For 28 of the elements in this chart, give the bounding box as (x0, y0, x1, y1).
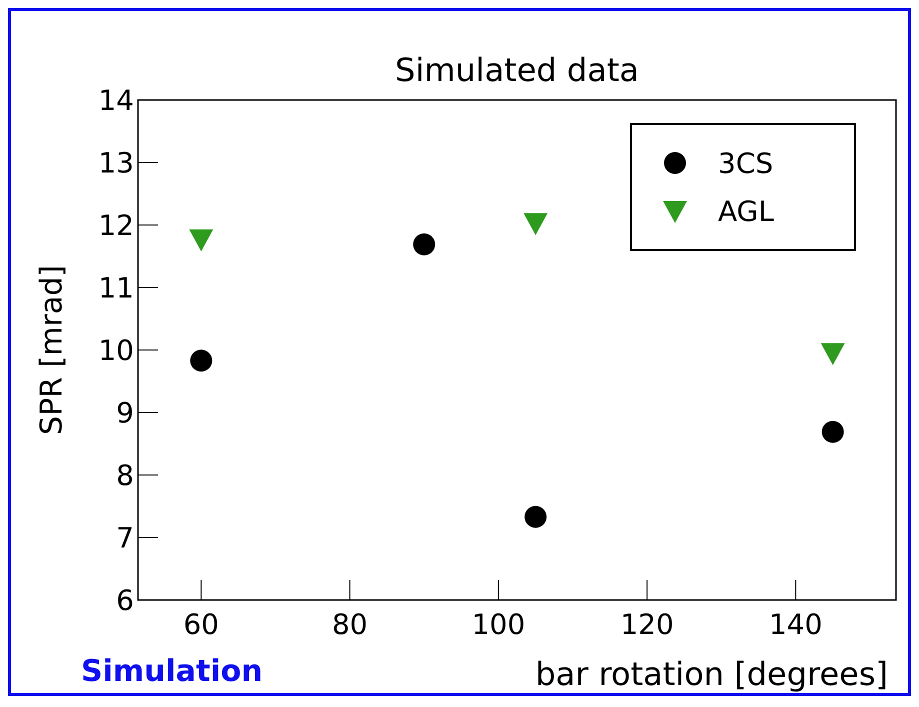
x-tick-label: 80 (332, 608, 368, 641)
y-tick-label: 6 (116, 584, 134, 617)
x-axis-title: bar rotation [degrees] (535, 655, 888, 693)
y-tick-label: 9 (116, 396, 134, 430)
x-tick-label: 140 (768, 608, 822, 641)
y-tick-label: 7 (116, 522, 134, 554)
point (822, 420, 844, 443)
y-tick-label: 8 (116, 459, 134, 492)
point (524, 506, 547, 528)
point (413, 233, 436, 256)
y-tick-label: 10 (98, 334, 134, 367)
x-tick-label: 60 (183, 608, 219, 641)
y-tick-label: 13 (98, 146, 134, 180)
chart-title: Simulated data (394, 51, 640, 89)
point (820, 343, 845, 366)
text: Simulation (81, 654, 263, 689)
legend-label: AGL (718, 194, 774, 228)
point (190, 350, 212, 372)
point (189, 229, 214, 252)
x-tick-label: 100 (472, 608, 526, 641)
y-tick-label: 11 (98, 272, 134, 304)
point (524, 213, 548, 236)
y-tick-label: 12 (98, 209, 134, 242)
y-axis-title: SPR [mrad] (34, 265, 70, 435)
x-tick-label: 120 (620, 608, 674, 641)
page-frame: Simulated data 60 80 100 120 140 bar rotation [degrees] 6 7 8 9 10 11 12 13 14 SPR [mrad] 3CS AGL Simulation (8, 8, 911, 696)
y-tick-label: 14 (98, 84, 134, 117)
legend-label: 3CS (718, 146, 774, 180)
